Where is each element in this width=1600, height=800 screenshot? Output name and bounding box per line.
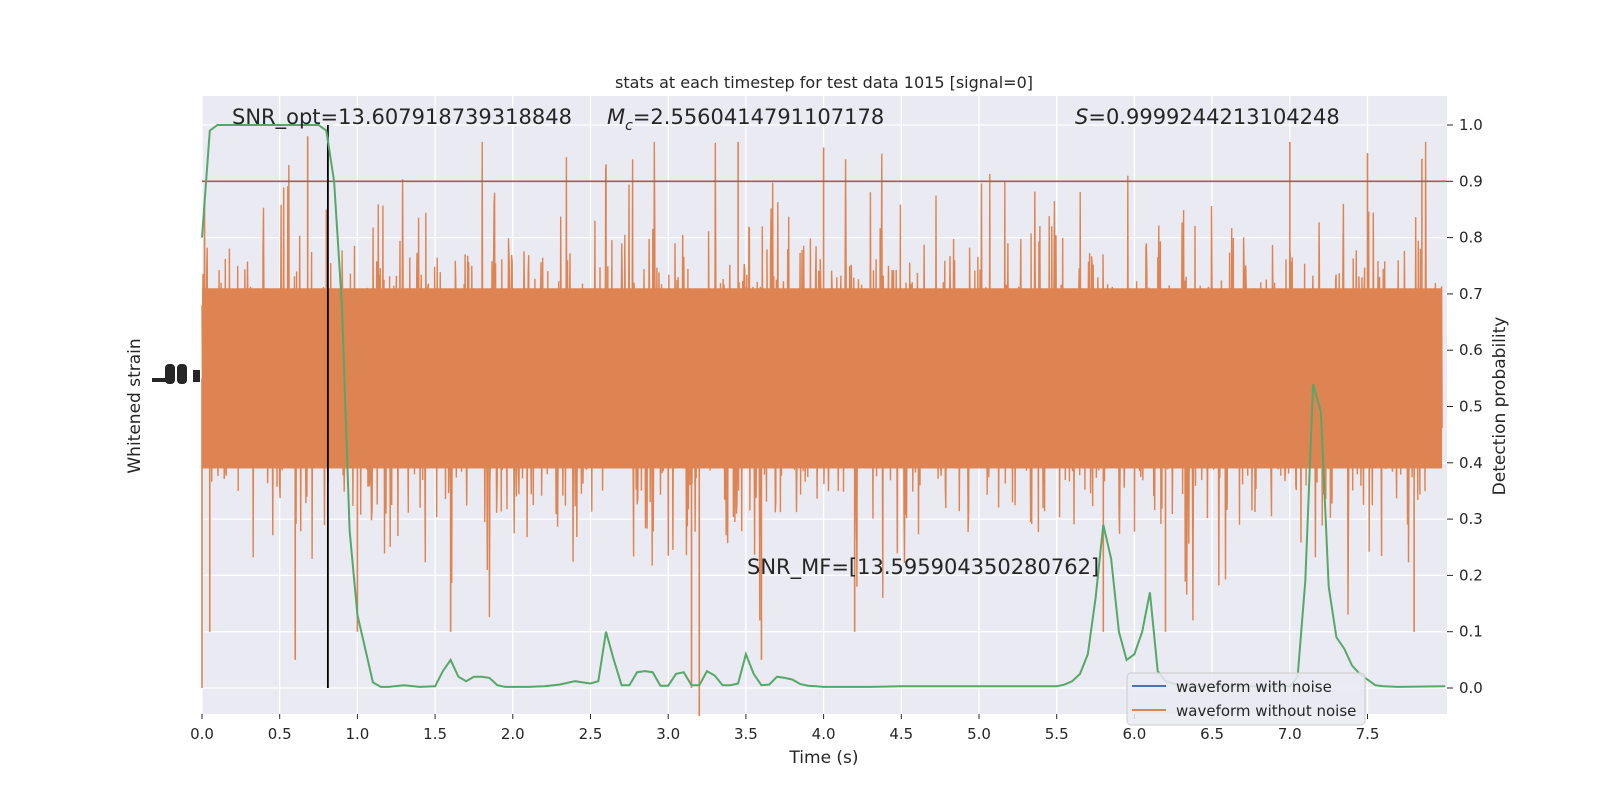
x-tick-label: 2.5 (579, 725, 603, 743)
legend: waveform with noise waveform without noi… (1126, 672, 1366, 726)
x-tick-label: 3.5 (734, 725, 758, 743)
y-tick-label: 0.6 (1459, 341, 1483, 359)
strain-series (201, 136, 1443, 717)
x-tick-label: 5.0 (967, 725, 991, 743)
y-tick-label: 0.8 (1459, 229, 1483, 247)
y-tick-label: 0.0 (1459, 679, 1483, 697)
x-tick-label: 6.5 (1200, 725, 1224, 743)
x-tick-label: 6.0 (1122, 725, 1146, 743)
left-y-axis-label: Whitened strain (125, 338, 145, 473)
y-tick-label: 0.1 (1459, 623, 1483, 641)
x-tick-label: 7.0 (1278, 725, 1302, 743)
y-tick-label: 1.0 (1459, 116, 1483, 134)
overlap-annotation: S=0.9999244213104248 (1075, 105, 1340, 129)
y-tick-label: 0.5 (1459, 398, 1483, 416)
right-y-axis-ticks: 0.0 0.1 0.2 0.3 0.4 0.5 0.6 0.7 0.8 0.9 1.0 (1447, 116, 1483, 697)
right-y-axis-label: Detection probability (1490, 317, 1510, 496)
x-tick-label: 4.5 (889, 725, 913, 743)
y-tick-label: 0.4 (1459, 454, 1483, 472)
snr-opt-annotation: SNR_opt=13.607918739318848 (232, 105, 572, 130)
strain-dense-band (202, 288, 1443, 469)
x-axis-ticks: 0.0 0.5 1.0 1.5 2.0 2.5 3.0 3.5 4.0 4.5 5.0 5.5 6.0 6… (190, 714, 1379, 743)
legend-box (1126, 672, 1366, 726)
x-tick-label: 1.5 (423, 725, 447, 743)
x-tick-label: 5.5 (1045, 725, 1069, 743)
x-tick-label: 2.0 (501, 725, 525, 743)
snr-mf-annotation: SNR_MF=[13.595904350280762] (747, 555, 1099, 580)
chirp-mass-annotation: Mc=2.5560414791107178 (607, 105, 884, 134)
x-tick-label: 0.5 (268, 725, 292, 743)
x-tick-label: 3.0 (656, 725, 680, 743)
legend-label-with-noise: waveform with noise (1176, 678, 1332, 696)
x-tick-label: 0.0 (190, 725, 214, 743)
left-axis-tick-clutter (152, 364, 200, 384)
x-tick-label: 4.0 (812, 725, 836, 743)
chart-title: stats at each timestep for test data 101… (615, 73, 1033, 92)
y-tick-label: 0.3 (1459, 510, 1483, 528)
x-axis-label: Time (s) (788, 748, 858, 768)
x-tick-label: 1.0 (345, 725, 369, 743)
y-tick-label: 0.2 (1459, 566, 1483, 584)
y-tick-label: 0.9 (1459, 172, 1483, 190)
x-tick-label: 7.5 (1356, 725, 1380, 743)
y-tick-label: 0.7 (1459, 285, 1483, 303)
legend-label-without-noise: waveform without noise (1176, 702, 1356, 720)
